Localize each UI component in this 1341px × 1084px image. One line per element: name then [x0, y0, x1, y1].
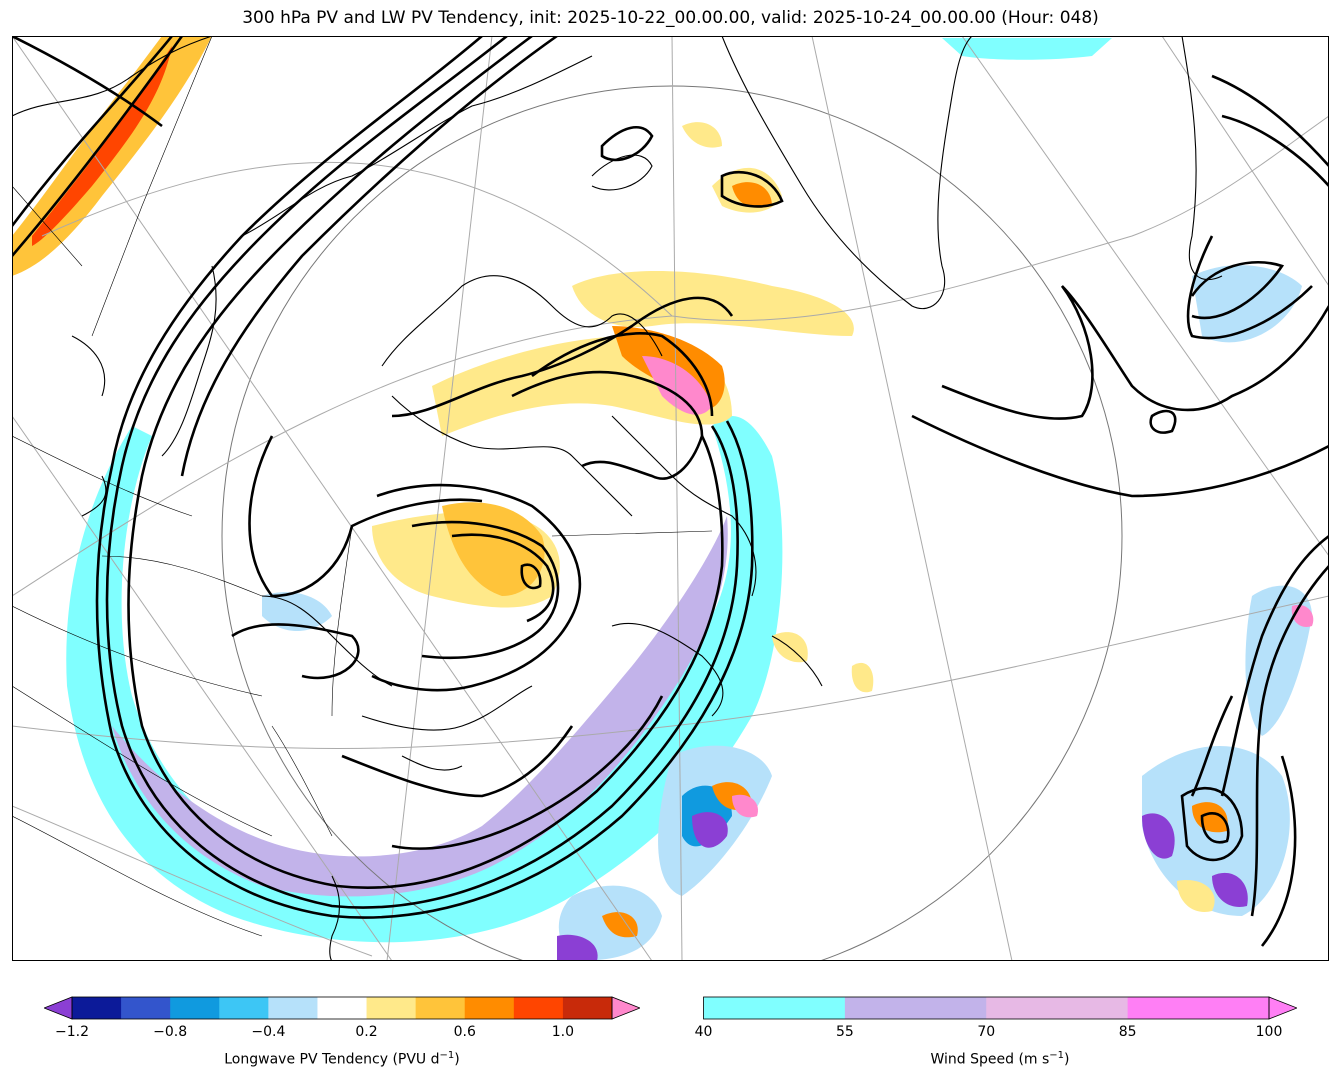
pv-contours: [12, 36, 1329, 947]
wind-speed-colorbar-label: Wind Speed (m s−1): [930, 1050, 1070, 1068]
colorbar-segment: [703, 997, 846, 1019]
colorbar-segment: [268, 997, 318, 1019]
colorbar-tick-label: −0.4: [251, 1024, 286, 1040]
colorbar-tick-label: 55: [835, 1024, 854, 1040]
colorbar-tick-label: 40: [694, 1024, 713, 1040]
colorbar-segment: [513, 997, 564, 1019]
colorbar-segment: [170, 997, 220, 1019]
colorbar-segment: [562, 997, 613, 1019]
map-title: 300 hPa PV and LW PV Tendency, init: 202…: [242, 8, 1099, 28]
pv-tendency-colorbar: [44, 996, 640, 1020]
colorbar-over-arrow: [1268, 996, 1297, 1020]
colorbar-tick-label: −0.8: [153, 1024, 188, 1040]
pv-tendency-colorbar-label: Longwave PV Tendency (PVU d−1): [224, 1050, 460, 1068]
colorbar-segment: [844, 997, 987, 1019]
colorbar-segment: [317, 997, 368, 1019]
colorbar-tick-label: −1.2: [55, 1024, 89, 1040]
colorbar-segment: [121, 997, 171, 1019]
colorbar-tick-label: 70: [977, 1024, 996, 1040]
colorbar-segment: [219, 997, 269, 1019]
colorbar-segment: [986, 997, 1129, 1019]
colorbar-segment: [415, 997, 466, 1019]
pv-tendency-shading: [12, 36, 1314, 961]
colorbar-tick-label: 100: [1255, 1024, 1283, 1040]
colorbar-segment: [72, 997, 122, 1019]
colorbar-under-arrow: [44, 996, 73, 1020]
map-panel: [12, 36, 1329, 961]
colorbar-tick-label: 0.2: [355, 1024, 378, 1040]
graticule: [12, 36, 1329, 961]
wind-speed-shading: [66, 38, 1112, 943]
colorbar-segment: [1127, 997, 1270, 1019]
colorbar-tick-label: 85: [1118, 1024, 1137, 1040]
colorbar-tick-label: 1.0: [551, 1024, 575, 1040]
wind-speed-colorbar: [703, 996, 1297, 1020]
colorbar-segment: [366, 997, 417, 1019]
colorbar-tick-label: 0.6: [453, 1024, 476, 1040]
colorbar-over-arrow: [611, 996, 640, 1020]
colorbar-segment: [464, 997, 515, 1019]
